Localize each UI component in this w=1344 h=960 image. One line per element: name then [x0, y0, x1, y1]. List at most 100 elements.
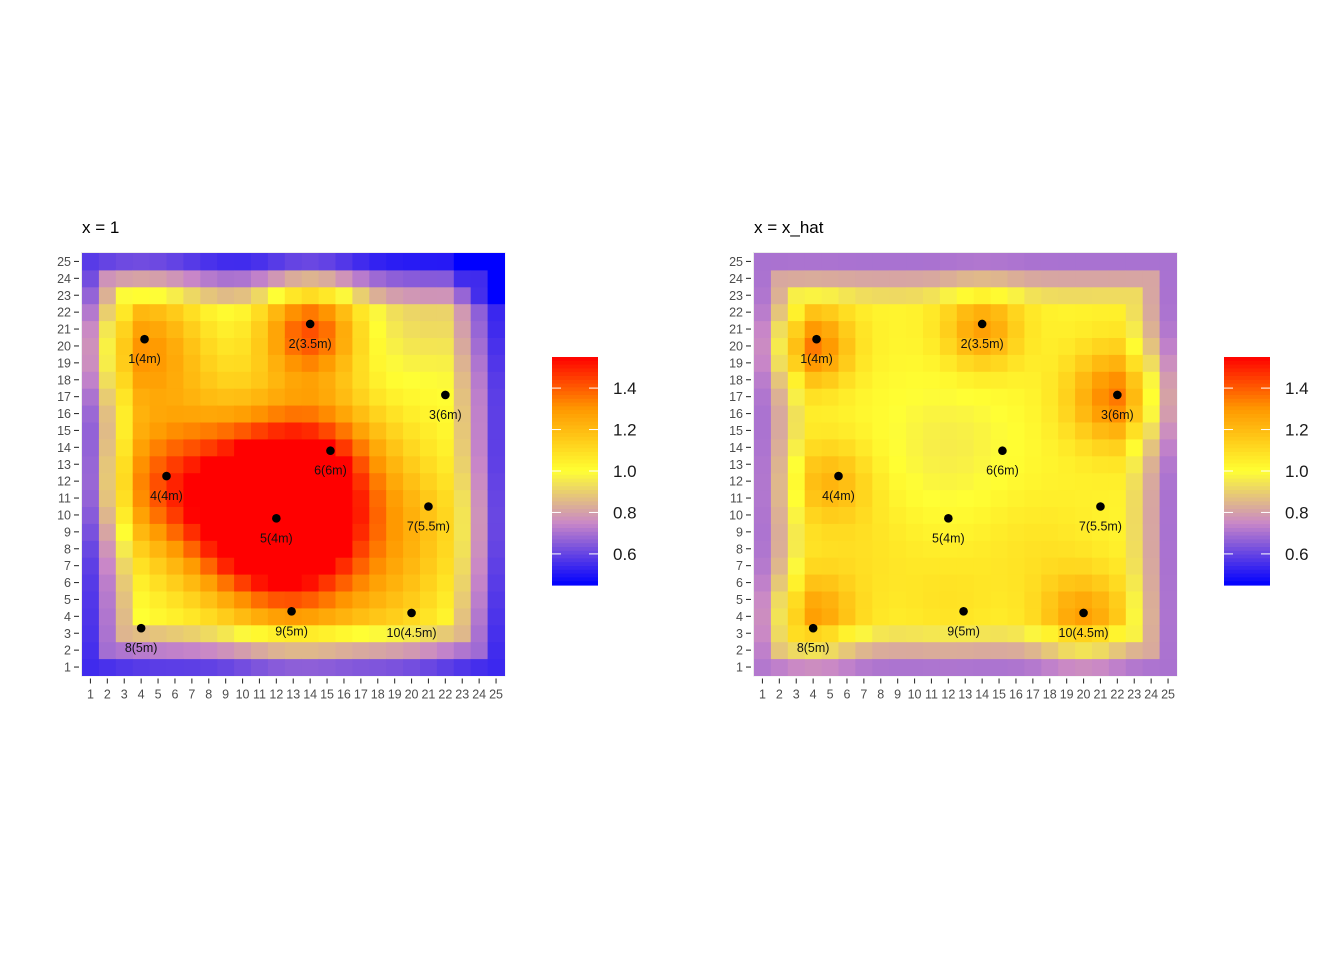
- heatmap-cell: [436, 286, 455, 305]
- legend-swatch: [552, 493, 598, 499]
- heatmap-cell: [318, 303, 336, 322]
- legend-swatch: [552, 486, 598, 491]
- heatmap-cell: [115, 320, 134, 338]
- legend-swatch: [1224, 550, 1270, 556]
- heatmap-cell: [251, 489, 269, 507]
- y-tick-label: 2: [736, 644, 743, 658]
- heatmap-cell: [1024, 422, 1042, 440]
- heatmap-cell: [487, 320, 505, 338]
- heatmap-cell: [889, 540, 907, 558]
- heatmap-cell: [82, 624, 100, 643]
- heatmap-cell: [939, 354, 958, 372]
- heatmap-cell: [234, 320, 252, 338]
- heatmap-cell: [470, 269, 489, 288]
- heatmap-cell: [335, 405, 353, 423]
- heatmap-cell: [872, 253, 890, 271]
- heatmap-cell: [98, 388, 117, 406]
- heatmap-cell: [1159, 591, 1177, 609]
- heatmap-cell: [487, 607, 505, 626]
- heatmap-cell: [1125, 354, 1144, 372]
- heatmap-cell: [183, 388, 201, 406]
- heatmap-cell: [754, 489, 772, 507]
- heatmap-cell: [1024, 607, 1042, 626]
- heatmap-cell: [973, 455, 992, 474]
- heatmap-cell: [990, 624, 1008, 643]
- heatmap-cell: [1007, 455, 1025, 474]
- heatmap-cell: [838, 455, 856, 474]
- heatmap-cell: [217, 337, 235, 355]
- heatmap-cell: [1142, 455, 1161, 474]
- heatmap-cell: [973, 591, 992, 609]
- y-tick-label: 22: [729, 306, 743, 320]
- heatmap-cell: [335, 540, 353, 558]
- heatmap-cell: [82, 371, 100, 389]
- heatmap-cell: [754, 253, 772, 271]
- x-tick-label: 25: [489, 688, 503, 702]
- y-tick-label: 2: [64, 644, 71, 658]
- heatmap-cell: [1075, 489, 1093, 507]
- heatmap-cell: [453, 540, 472, 558]
- legend-swatch: [1224, 440, 1270, 445]
- heatmap-cell: [403, 303, 421, 322]
- heatmap-cell: [855, 354, 873, 372]
- heatmap-cell: [804, 388, 823, 406]
- heatmap-cell: [923, 405, 941, 423]
- heatmap-cell: [420, 489, 438, 507]
- heatmap-cell: [787, 540, 806, 558]
- heatmap-cell: [217, 540, 235, 558]
- y-tick-label: 21: [729, 323, 743, 337]
- heatmap-cell: [1125, 506, 1144, 524]
- points-layer: 1(4m)2(3.5m)3(6m)4(4m)5(4m)6(6m)7(5.5m)8…: [797, 319, 1134, 655]
- heatmap-cell: [166, 438, 184, 457]
- heatmap-cell: [1159, 455, 1177, 474]
- heatmap-cell: [1125, 320, 1144, 338]
- heatmap-cell: [889, 422, 907, 440]
- heatmap-cell: [301, 658, 320, 676]
- heatmap-cell: [1024, 337, 1042, 355]
- point-label: 7(5.5m): [407, 520, 450, 534]
- heatmap-cell: [1058, 624, 1076, 643]
- legend-swatch: [1224, 402, 1270, 407]
- heatmap-cell: [770, 438, 789, 457]
- heatmap-cell: [183, 303, 201, 322]
- heatmap-cell: [754, 405, 772, 423]
- heatmap-cell: [132, 506, 151, 524]
- heatmap-cell: [386, 388, 404, 406]
- heatmap-cell: [115, 354, 134, 372]
- heatmap-cell: [1058, 286, 1076, 305]
- heatmap-cell: [267, 624, 286, 643]
- heatmap-cell: [956, 354, 975, 372]
- heatmap-cell: [149, 303, 167, 322]
- point-label: 8(5m): [125, 641, 158, 655]
- heatmap-cell: [838, 591, 856, 609]
- heatmap-cell: [804, 438, 823, 457]
- legend-swatch: [552, 581, 598, 586]
- heatmap-cell: [149, 506, 167, 524]
- heatmap-cell: [453, 405, 472, 423]
- heatmap-cell: [453, 371, 472, 389]
- heatmap-cell: [939, 607, 958, 626]
- heatmap-cell: [82, 253, 100, 271]
- heatmap-cell: [200, 253, 218, 271]
- heatmap-cell: [386, 557, 404, 575]
- heatmap-cell: [1075, 624, 1093, 643]
- heatmap-cell: [1142, 472, 1161, 491]
- legend-swatch: [1224, 421, 1270, 426]
- heatmap-cell: [217, 574, 235, 592]
- heatmap-cell: [923, 455, 941, 474]
- heatmap-cell: [487, 591, 505, 609]
- heatmap-cell: [470, 405, 489, 423]
- heatmap-cell: [1108, 591, 1127, 609]
- heatmap-cell: [149, 607, 167, 626]
- legend-swatch: [1224, 429, 1270, 434]
- heatmap-cell: [115, 438, 134, 457]
- heatmap-cell: [420, 540, 438, 558]
- heatmap-cell: [284, 438, 303, 457]
- heatmap-cell: [1075, 540, 1093, 558]
- heatmap-cell: [487, 523, 505, 541]
- heatmap-cell: [200, 607, 218, 626]
- heatmap-cell: [939, 591, 958, 609]
- heatmap-cell: [872, 438, 890, 457]
- y-tick-label: 4: [736, 610, 743, 624]
- legend-swatch: [1224, 547, 1270, 552]
